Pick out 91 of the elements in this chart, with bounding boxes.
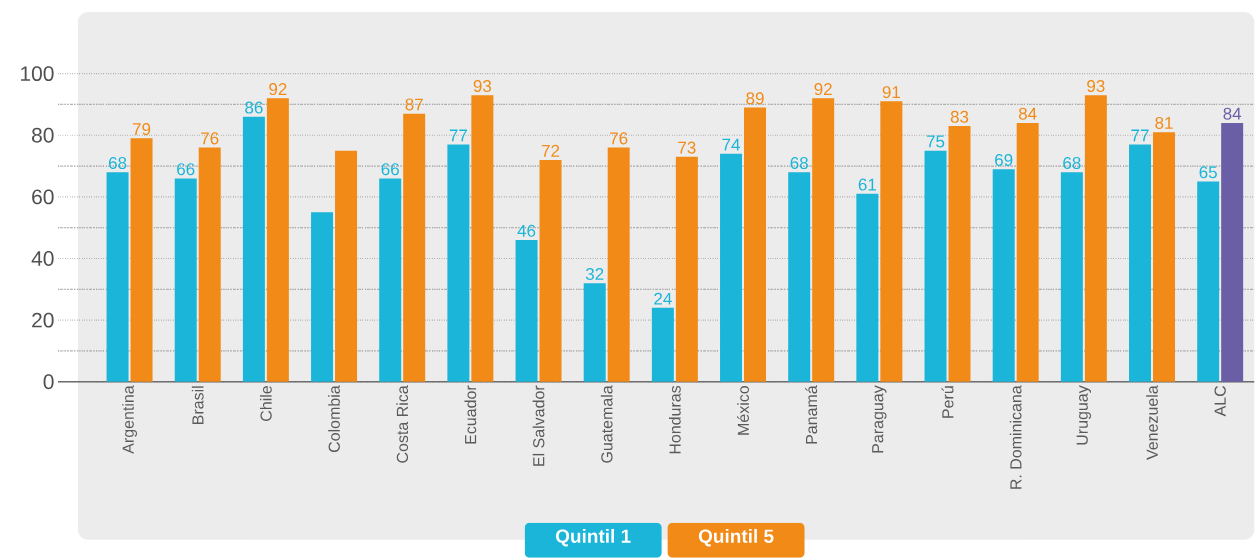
data-label: 72 bbox=[541, 145, 560, 157]
y-tick-label: 100 bbox=[21, 66, 54, 82]
data-label: 66 bbox=[177, 163, 195, 176]
bar bbox=[880, 101, 903, 382]
bar bbox=[403, 113, 426, 382]
data-label: 24 bbox=[654, 292, 672, 305]
data-label: 68 bbox=[108, 157, 127, 170]
data-label: 77 bbox=[449, 129, 467, 142]
data-label: 84 bbox=[1223, 107, 1242, 120]
bar bbox=[447, 144, 470, 382]
y-tick-label: 0 bbox=[43, 374, 54, 390]
data-label: 87 bbox=[405, 98, 423, 111]
data-label: 66 bbox=[381, 163, 399, 176]
bar bbox=[539, 160, 562, 382]
data-label: 68 bbox=[1063, 157, 1081, 170]
bar bbox=[174, 178, 197, 382]
bar bbox=[607, 147, 630, 382]
data-label: 79 bbox=[132, 123, 151, 136]
data-label: 69 bbox=[995, 154, 1013, 167]
data-label: 84 bbox=[1018, 107, 1037, 120]
x-tick-label: Chile bbox=[260, 386, 272, 422]
bar bbox=[856, 193, 879, 382]
bar bbox=[720, 153, 743, 382]
x-tick-label: El Salvador bbox=[532, 385, 545, 466]
bar bbox=[1060, 172, 1083, 382]
bar bbox=[788, 172, 811, 382]
bar bbox=[1084, 95, 1107, 382]
data-label: 76 bbox=[610, 132, 628, 145]
data-label: 65 bbox=[1199, 166, 1217, 179]
x-tick-label: Honduras bbox=[669, 386, 681, 454]
data-label: 91 bbox=[882, 86, 900, 99]
data-label: 81 bbox=[1155, 117, 1173, 130]
data-label: 86 bbox=[245, 101, 263, 114]
data-label: 32 bbox=[585, 268, 604, 281]
bar bbox=[471, 95, 494, 382]
y-tick-label: 60 bbox=[32, 189, 54, 205]
bar bbox=[948, 126, 971, 382]
data-label: 75 bbox=[926, 135, 945, 148]
bar bbox=[992, 169, 1015, 382]
bar bbox=[515, 240, 538, 382]
data-label: 89 bbox=[746, 92, 764, 105]
bar bbox=[812, 98, 835, 382]
data-label: 68 bbox=[790, 157, 808, 170]
data-label: 93 bbox=[473, 80, 492, 93]
bar bbox=[335, 150, 358, 382]
bar bbox=[1221, 123, 1244, 382]
bar bbox=[379, 178, 402, 382]
x-tick-label: R. Dominicana bbox=[1009, 385, 1022, 490]
data-label: 74 bbox=[722, 139, 740, 151]
bar bbox=[106, 172, 129, 382]
x-tick-label: Paraguay bbox=[872, 385, 887, 453]
x-tick-label: Panamá bbox=[805, 385, 818, 444]
bar bbox=[924, 150, 947, 382]
x-tick-label: Ecuador bbox=[464, 385, 477, 444]
data-label: 76 bbox=[201, 132, 219, 145]
bar bbox=[1016, 123, 1039, 382]
bar bbox=[242, 116, 265, 382]
data-label: 92 bbox=[814, 83, 832, 96]
bar bbox=[651, 307, 674, 382]
y-tick-label: 20 bbox=[32, 312, 54, 328]
x-tick-label: Perú bbox=[941, 386, 954, 418]
data-label: 93 bbox=[1087, 80, 1105, 93]
bar bbox=[1153, 132, 1175, 382]
bar bbox=[1129, 144, 1152, 382]
bar bbox=[744, 107, 767, 382]
data-label: 77 bbox=[1131, 129, 1149, 142]
bar bbox=[266, 98, 289, 382]
x-tick-label: Brasil bbox=[191, 386, 204, 425]
data-label: 92 bbox=[269, 83, 287, 96]
bar bbox=[583, 283, 606, 382]
bar bbox=[198, 147, 221, 382]
text: Quintil 5 bbox=[698, 529, 774, 547]
x-tick-label: Venezuela bbox=[1146, 385, 1158, 461]
x-tick-label: Colombia bbox=[328, 385, 340, 453]
text: Quintil 1 bbox=[555, 529, 631, 547]
bar bbox=[675, 156, 698, 382]
data-label: 46 bbox=[517, 224, 536, 237]
x-tick-label: Costa Rica bbox=[396, 385, 409, 463]
bar bbox=[311, 212, 334, 382]
x-tick-label: Guatemala bbox=[600, 385, 613, 463]
x-tick-label: México bbox=[737, 386, 749, 435]
y-tick-label: 80 bbox=[32, 127, 54, 143]
x-tick-label: ALC bbox=[1214, 386, 1226, 417]
data-label: 61 bbox=[858, 178, 876, 191]
bar bbox=[1197, 181, 1220, 382]
data-label: 83 bbox=[950, 110, 969, 123]
y-tick-label: 40 bbox=[31, 251, 54, 267]
x-tick-label: Argentina bbox=[122, 385, 138, 454]
x-tick-label: Uruguay bbox=[1076, 385, 1092, 445]
data-label: 73 bbox=[678, 141, 696, 154]
bar bbox=[130, 138, 153, 382]
